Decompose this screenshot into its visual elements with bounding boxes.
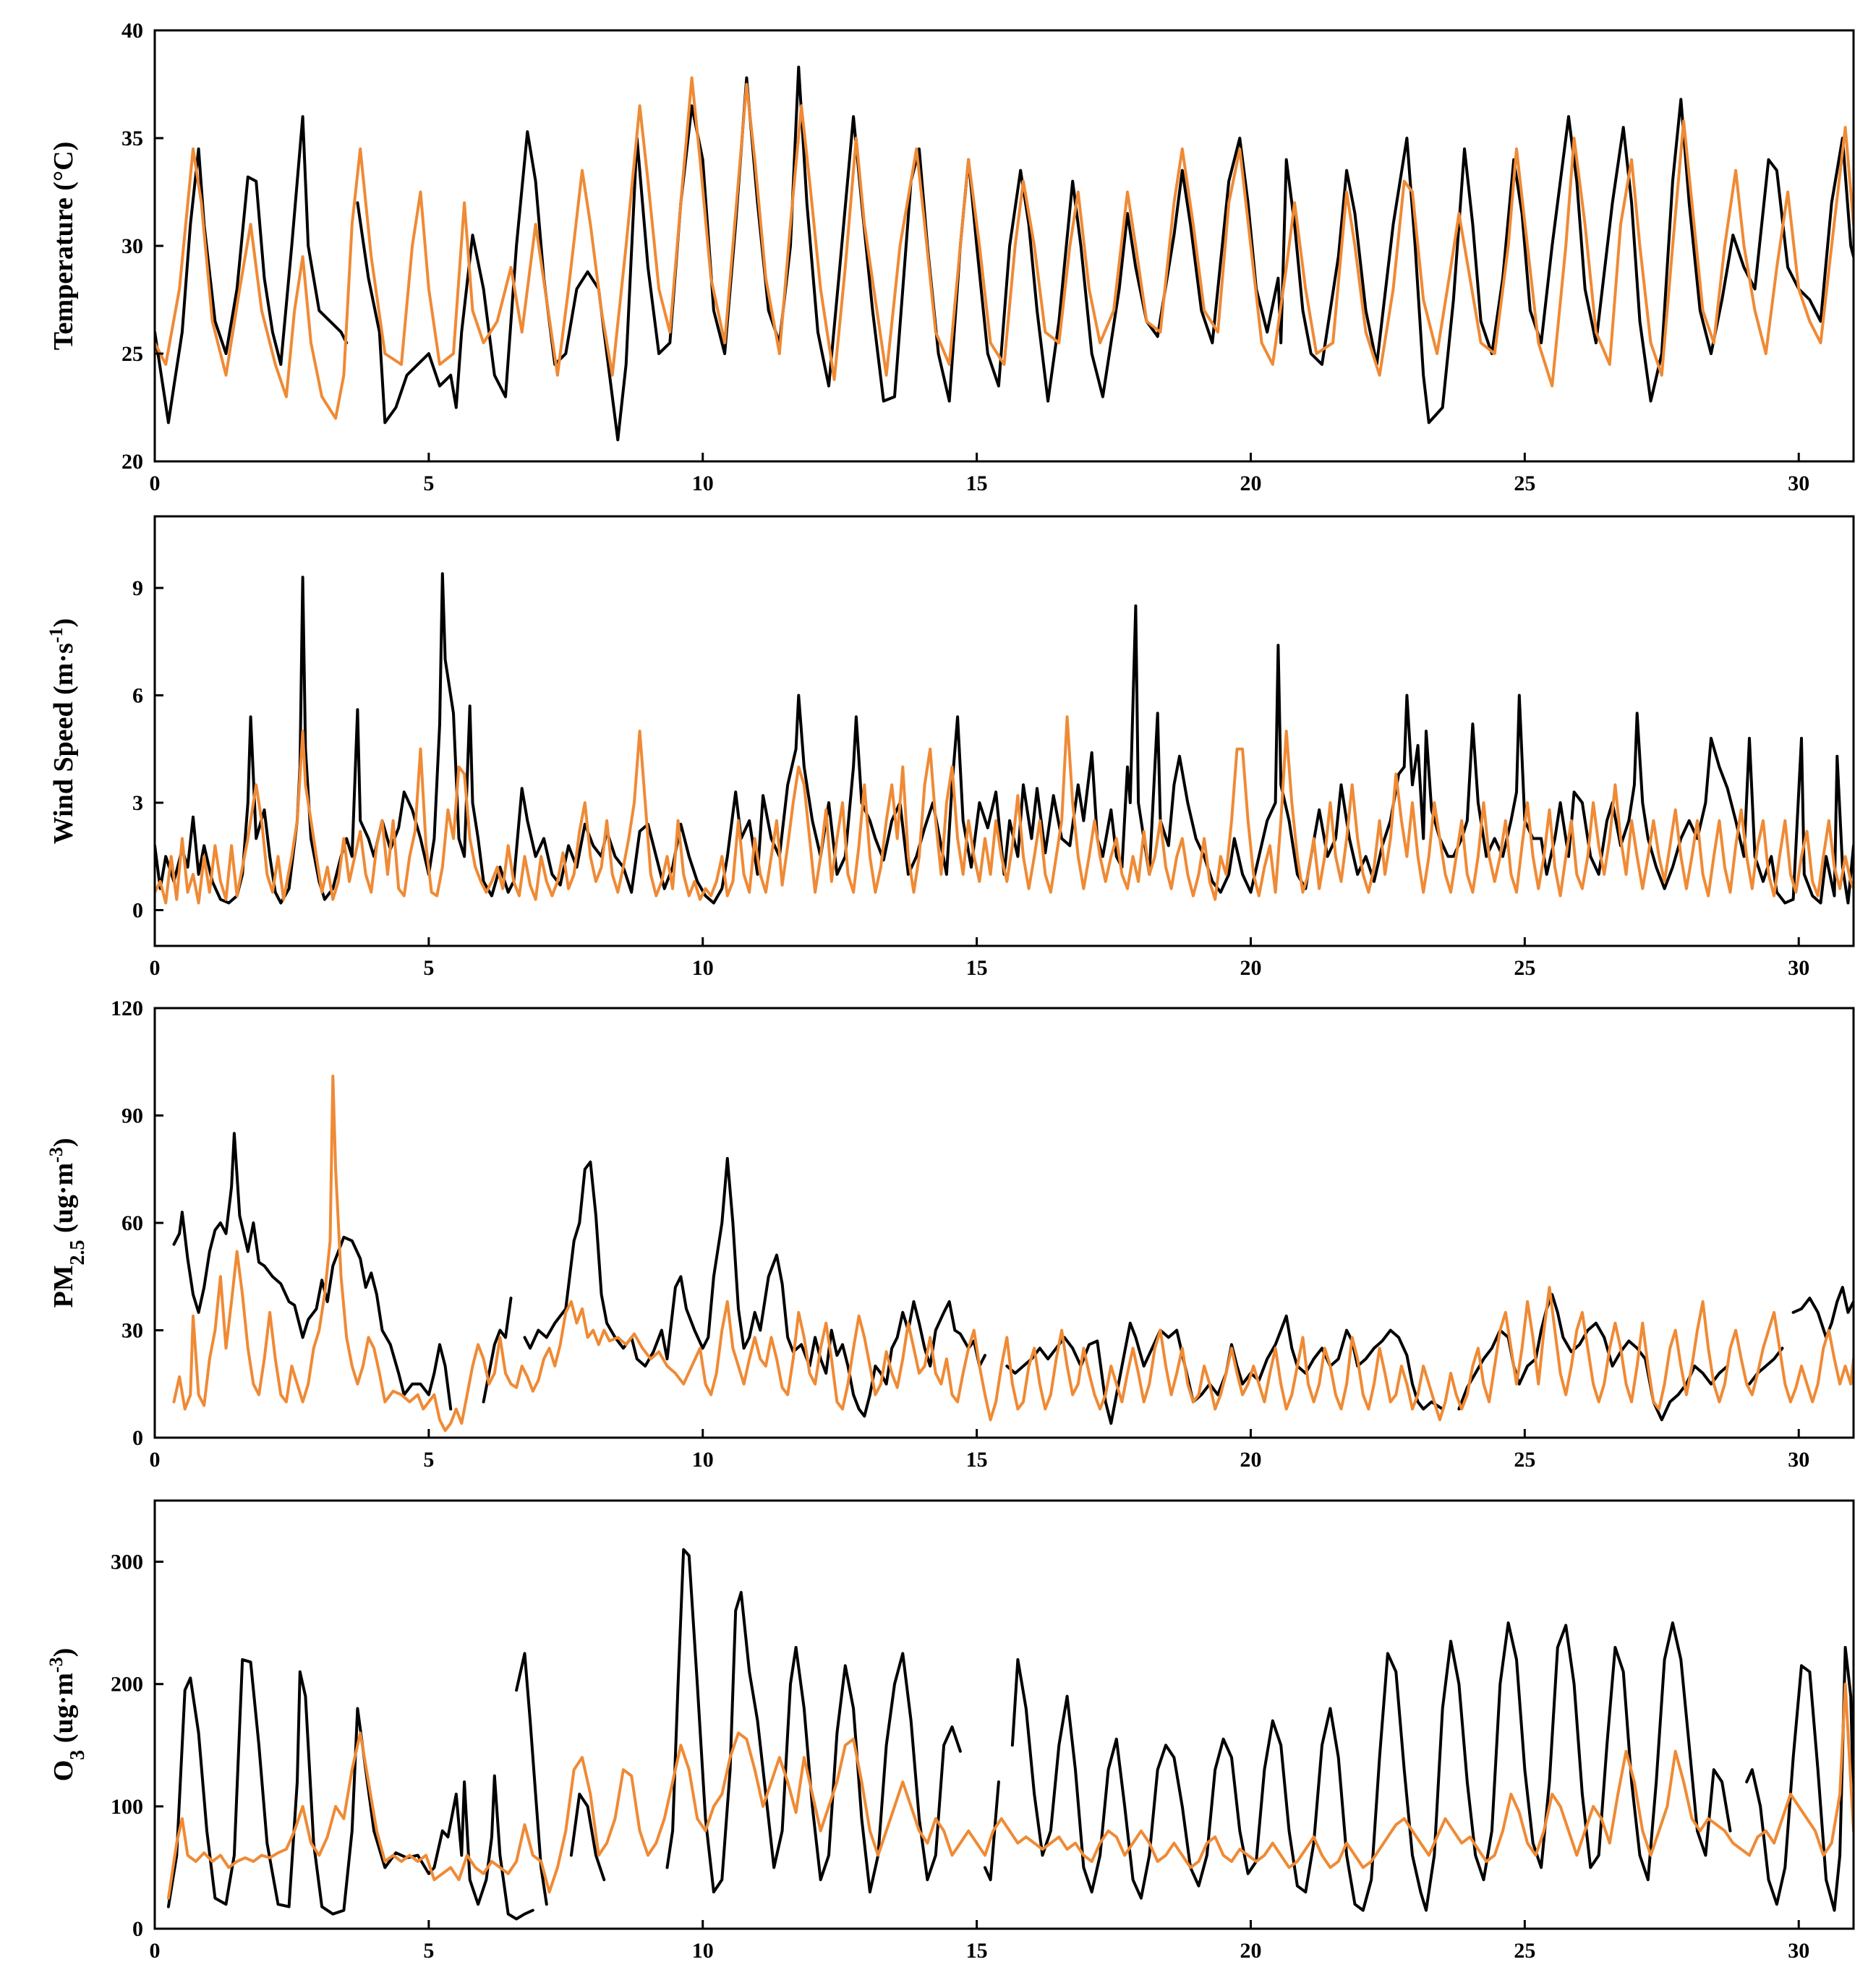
x-tick-label: 10 [692,956,714,980]
panel-1: 0 5 10 15 20 25 30 20 25 30 35 40 Temperature (°C) [48,19,1855,495]
x-tick-label: 15 [966,1939,988,1963]
x-tick-label: 5 [423,1448,434,1472]
y-tick-label: 90 [121,1104,143,1128]
y-tick-label: 0 [132,1426,143,1450]
series-line-observed [172,1132,1854,1425]
y-tick-label: 6 [132,684,143,708]
x-tick-label: 10 [692,1448,714,1472]
plot-frame [153,1499,1855,1930]
y-tick-label: 60 [121,1211,143,1235]
series-line-simulated [166,1682,1854,1900]
panel-3: 0 5 10 15 20 25 30 0 30 60 90 120 PM2.5 (ug·m-3) [46,997,1855,1472]
y-tick-label: 200 [111,1673,143,1697]
y-axis-title: Temperature (°C) [48,142,79,351]
y-tick-label: 100 [111,1795,143,1819]
x-tick-label: 0 [150,472,161,495]
x-tick-label: 15 [966,472,988,495]
x-tick-label: 10 [692,1939,714,1963]
y-tick-label: 300 [111,1550,143,1574]
y-tick-label: 120 [111,997,143,1020]
x-tick-label: 20 [1240,472,1261,495]
y-tick-label: 35 [121,127,143,150]
series-line-simulated [172,1075,1854,1433]
series-line-observed [166,1548,1854,1921]
y-tick-label: 20 [121,450,143,474]
series-line-simulated [155,76,1854,420]
panel-2: 0 5 10 15 20 25 30 0 3 6 9 Wind Speed (m·s-1) [46,515,1855,980]
x-tick-label: 25 [1514,1448,1535,1472]
y-axis-title: O3 (ug·m-3) [46,1648,89,1782]
y-tick-label: 40 [121,19,143,43]
y-tick-label: 30 [121,1319,143,1343]
y-tick-label: 0 [132,1917,143,1941]
x-tick-label: 20 [1240,956,1261,980]
x-tick-label: 15 [966,956,988,980]
y-axis-title: PM2.5 (ug·m-3) [46,1138,89,1307]
y-tick-label: 25 [121,342,143,366]
y-tick-label: 0 [132,899,143,923]
x-tick-label: 30 [1788,956,1809,980]
x-tick-label: 15 [966,1448,988,1472]
x-tick-label: 25 [1514,1939,1535,1963]
x-tick-label: 5 [423,1939,434,1963]
x-tick-label: 0 [150,1448,161,1472]
x-tick-label: 5 [423,956,434,980]
x-tick-label: 0 [150,956,161,980]
x-tick-label: 20 [1240,1939,1261,1963]
plot-frame [153,515,1855,947]
x-tick-label: 30 [1788,1939,1809,1963]
y-axis-title: Wind Speed (m·s-1) [46,618,80,844]
x-tick-label: 25 [1514,956,1535,980]
y-tick-label: 30 [121,234,143,258]
x-tick-label: 20 [1240,1448,1261,1472]
x-tick-label: 25 [1514,472,1535,495]
series-line-simulated [155,715,1854,905]
x-tick-label: 30 [1788,472,1809,495]
x-tick-label: 30 [1788,1448,1809,1472]
x-tick-label: 10 [692,472,714,495]
x-tick-label: 5 [423,472,434,495]
y-tick-label: 3 [132,791,143,815]
y-tick-label: 9 [132,576,143,600]
x-tick-label: 0 [150,1939,161,1963]
